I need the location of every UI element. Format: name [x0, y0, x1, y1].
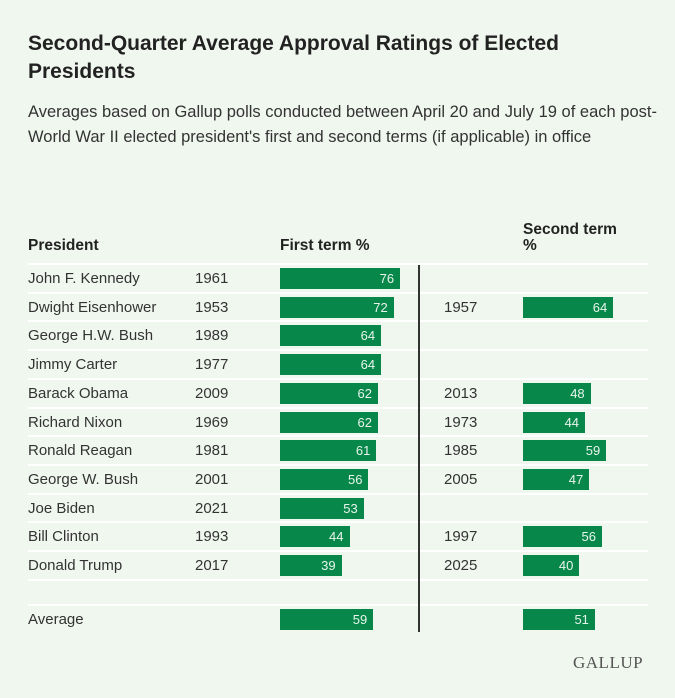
first-term-bar: 61 — [280, 440, 377, 462]
first-term-year: 2001 — [195, 470, 229, 488]
header-second-term: Second term % — [523, 221, 617, 254]
first-term-year: 2021 — [195, 499, 229, 517]
second-term-bar: 59 — [523, 440, 607, 462]
header-first-term: First term % — [280, 237, 370, 254]
second-term-year: 1997 — [444, 528, 478, 546]
second-term-bar: 64 — [523, 296, 614, 318]
table-row: Ronald Reagan 1981 61 1985 59 — [28, 435, 648, 464]
president-name: Barack Obama — [28, 384, 129, 402]
first-term-bar: 62 — [280, 382, 378, 404]
president-name: Dwight Eisenhower — [28, 298, 157, 316]
second-term-bar: 48 — [523, 382, 591, 404]
president-name: Average — [28, 610, 84, 628]
first-term-year: 2017 — [195, 557, 229, 574]
table-row: George W. Bush 2001 56 2005 47 — [28, 463, 648, 493]
first-term-bar: 59 — [280, 608, 374, 630]
table-row: John F. Kennedy 1961 76 — [28, 263, 648, 292]
president-name: Joe Biden — [28, 499, 95, 517]
table-row: Joe Biden 2021 53 — [28, 492, 648, 522]
second-term-bar: 44 — [523, 411, 586, 433]
first-term-year: 1989 — [195, 327, 229, 345]
chart-subtitle: Averages based on Gallup polls conducted… — [28, 103, 657, 146]
first-term-bar: 39 — [280, 555, 342, 576]
first-term-year: 1969 — [195, 413, 229, 431]
second-term-year: 2025 — [444, 557, 478, 574]
second-term-bar: 51 — [523, 608, 595, 630]
average-row: Average 59 51 — [28, 603, 648, 633]
first-term-year: 1953 — [195, 298, 229, 316]
first-term-bar: 56 — [280, 468, 369, 490]
table-row: Richard Nixon 1969 62 1973 44 — [28, 406, 648, 436]
table-row: Dwight Eisenhower 1953 72 1957 64 — [28, 291, 648, 321]
first-term-bar: 64 — [280, 325, 382, 347]
president-name: George W. Bush — [28, 470, 139, 488]
president-name: John F. Kennedy — [28, 270, 140, 287]
chart-title: Second-Quarter Average Approval Ratings … — [28, 32, 559, 83]
table-row: Barack Obama 2009 62 2013 48 — [28, 377, 648, 407]
second-term-year: 2005 — [444, 470, 478, 488]
table-row: George H.W. Bush 1989 64 — [28, 320, 648, 349]
first-term-year: 1961 — [195, 270, 229, 287]
table-row: Jimmy Carter 1977 64 — [28, 349, 648, 378]
second-term-bar: 40 — [523, 555, 580, 576]
president-name: Ronald Reagan — [28, 442, 133, 460]
president-name: Jimmy Carter — [28, 356, 118, 374]
second-term-year: 1957 — [444, 298, 478, 316]
second-term-bar: 56 — [523, 526, 602, 548]
first-term-bar: 62 — [280, 411, 378, 433]
first-term-year: 1977 — [195, 356, 229, 374]
first-term-year: 2009 — [195, 384, 229, 402]
term-divider — [418, 265, 420, 632]
second-term-year: 2013 — [444, 384, 478, 402]
second-term-year: 1985 — [444, 442, 478, 460]
president-name: Richard Nixon — [28, 413, 123, 431]
gallup-logo: GALLUP — [573, 653, 644, 672]
first-term-bar: 76 — [280, 268, 401, 289]
table-row: Donald Trump 2017 39 2025 40 — [28, 550, 648, 579]
first-term-bar: 53 — [280, 497, 364, 519]
first-term-year: 1981 — [195, 442, 229, 460]
first-term-year: 1993 — [195, 528, 229, 546]
president-name: Donald Trump — [28, 557, 123, 574]
president-name: George H.W. Bush — [28, 327, 154, 345]
table-row: Bill Clinton 1993 44 1997 56 — [28, 521, 648, 550]
second-term-bar: 47 — [523, 468, 590, 490]
first-term-bar: 72 — [280, 296, 394, 318]
header-president: President — [28, 237, 99, 254]
spacer-row — [28, 578, 648, 608]
first-term-bar: 64 — [280, 354, 382, 376]
first-term-bar: 44 — [280, 526, 350, 548]
president-name: Bill Clinton — [28, 528, 99, 546]
second-term-year: 1973 — [444, 413, 478, 431]
